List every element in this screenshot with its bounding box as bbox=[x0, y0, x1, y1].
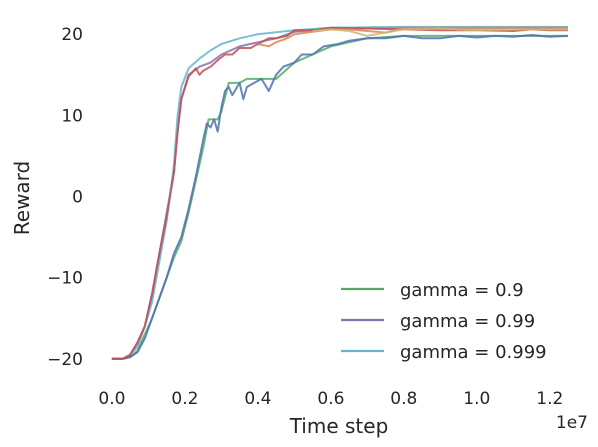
legend-label: gamma = 0.99 bbox=[400, 311, 535, 332]
y-tick-label: 20 bbox=[61, 25, 83, 45]
x-axis-label: Time step bbox=[289, 414, 389, 438]
x-tick-labels: 0.0 0.2 0.4 0.6 0.8 1.0 1.2 bbox=[98, 389, 563, 409]
x-tick-label: 0.4 bbox=[244, 389, 271, 409]
y-tick-label: −20 bbox=[47, 350, 83, 370]
x-tick-label: 0.0 bbox=[98, 389, 125, 409]
series-line-5 bbox=[257, 26, 568, 48]
x-tick-label: 1.2 bbox=[536, 389, 563, 409]
legend-label: gamma = 0.9 bbox=[400, 280, 524, 301]
x-offset-label: 1e7 bbox=[556, 413, 588, 433]
y-tick-label: −10 bbox=[47, 269, 83, 289]
series-line-3 bbox=[111, 34, 569, 360]
x-tick-label: 0.6 bbox=[317, 389, 344, 409]
x-tick-label: 0.2 bbox=[171, 389, 198, 409]
y-tick-label: 0 bbox=[72, 188, 83, 208]
series-line-1 bbox=[111, 26, 568, 360]
legend: gamma = 0.9 gamma = 0.99 gamma = 0.999 bbox=[341, 280, 547, 363]
series-layer bbox=[111, 25, 569, 360]
y-tick-label: 10 bbox=[61, 106, 83, 126]
series-line-2 bbox=[111, 25, 568, 360]
x-tick-label: 0.8 bbox=[390, 389, 417, 409]
series-line-4 bbox=[111, 26, 568, 360]
series-line-6 bbox=[312, 27, 568, 37]
y-axis-label: Reward bbox=[10, 161, 34, 235]
legend-label: gamma = 0.999 bbox=[400, 342, 547, 363]
x-tick-label: 1.0 bbox=[463, 389, 490, 409]
y-tick-labels: −20 −10 0 10 20 bbox=[47, 25, 83, 370]
